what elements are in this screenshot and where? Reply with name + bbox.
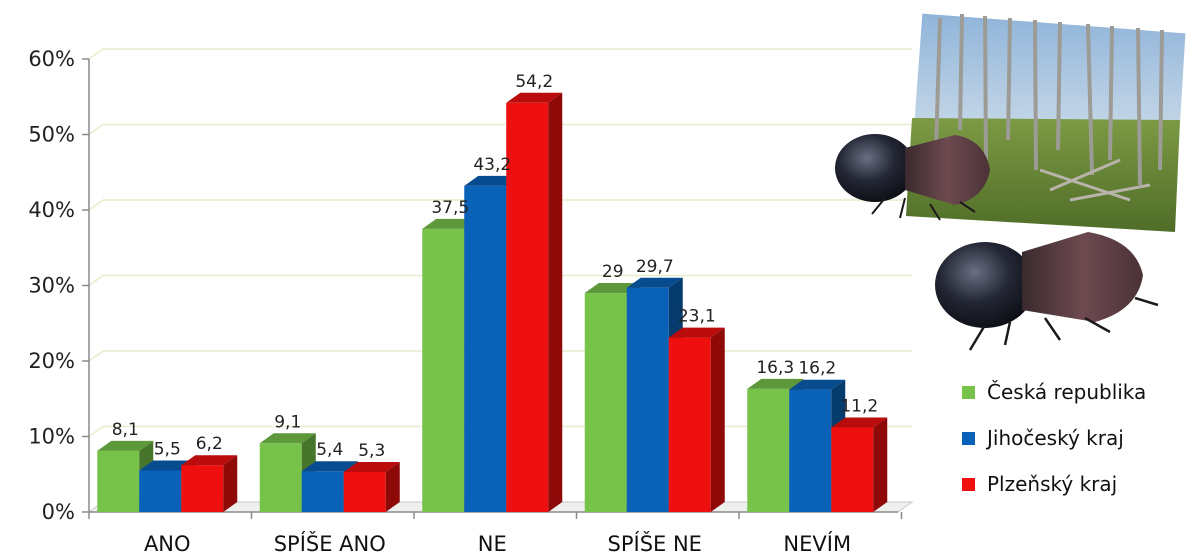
data-label: 37,5 <box>431 198 469 218</box>
gridline-depth <box>88 199 104 211</box>
data-label: 43,2 <box>473 155 511 175</box>
data-label: 54,2 <box>515 72 553 92</box>
chart-legend: Česká republika Jihočeský kraj Plzeňský … <box>962 380 1146 518</box>
legend-swatch <box>962 385 975 399</box>
bar <box>668 327 725 512</box>
labels: 0% 10% 20% 30% 40% 50% 60% ANO SPÍŠE ANO NE SPÍŠE … <box>28 47 878 554</box>
bar <box>789 379 846 512</box>
category-label: SPÍŠE NE <box>608 531 702 554</box>
category-label: NEVÍM <box>783 531 851 554</box>
category-label: ANO <box>144 532 191 554</box>
data-label: 5,4 <box>316 440 343 460</box>
gridline-depth <box>88 350 104 362</box>
bar <box>831 417 888 512</box>
y-tick-label: 40% <box>28 198 75 222</box>
bar <box>181 455 238 512</box>
bar <box>97 440 154 512</box>
data-label: 9,1 <box>274 412 301 432</box>
data-label: 16,2 <box>798 359 836 379</box>
data-label: 5,5 <box>154 439 181 459</box>
y-tick-label: 30% <box>28 274 75 298</box>
bar <box>506 92 563 512</box>
y-tick-label: 10% <box>28 425 75 449</box>
bark-beetle-icon <box>835 134 1159 351</box>
data-label: 29 <box>602 262 624 282</box>
data-label: 29,7 <box>636 257 674 277</box>
legend-swatch <box>962 431 975 445</box>
data-label: 23,1 <box>678 307 716 327</box>
legend-swatch <box>962 477 975 491</box>
data-label: 8,1 <box>112 420 139 440</box>
y-tick-label: 20% <box>28 349 75 373</box>
legend-label: Česká republika <box>987 380 1147 404</box>
data-label: 6,2 <box>196 434 223 454</box>
category-label: NE <box>478 532 507 554</box>
bars <box>97 92 888 512</box>
legend-item-ceska-republika: Česká republika <box>962 380 1146 404</box>
category-label: SPÍŠE ANO <box>274 531 386 554</box>
gridline-depth <box>88 274 104 287</box>
bar <box>343 461 400 512</box>
legend-item-jihocesky-kraj: Jihočeský kraj <box>962 426 1146 450</box>
y-tick-label: 60% <box>28 47 75 71</box>
legend-item-plzensky-kraj: Plzeňský kraj <box>962 472 1146 496</box>
gridline-depth <box>88 48 104 60</box>
data-label: 16,3 <box>756 358 794 378</box>
legend-label: Plzeňský kraj <box>987 472 1118 496</box>
data-label: 11,2 <box>840 396 878 416</box>
gridline-depth <box>88 123 104 136</box>
data-label: 5,3 <box>358 441 385 461</box>
legend-label: Jihočeský kraj <box>987 426 1124 450</box>
gridline-depth <box>88 425 104 438</box>
y-tick-label: 0% <box>42 500 75 524</box>
y-tick-label: 50% <box>28 123 75 147</box>
